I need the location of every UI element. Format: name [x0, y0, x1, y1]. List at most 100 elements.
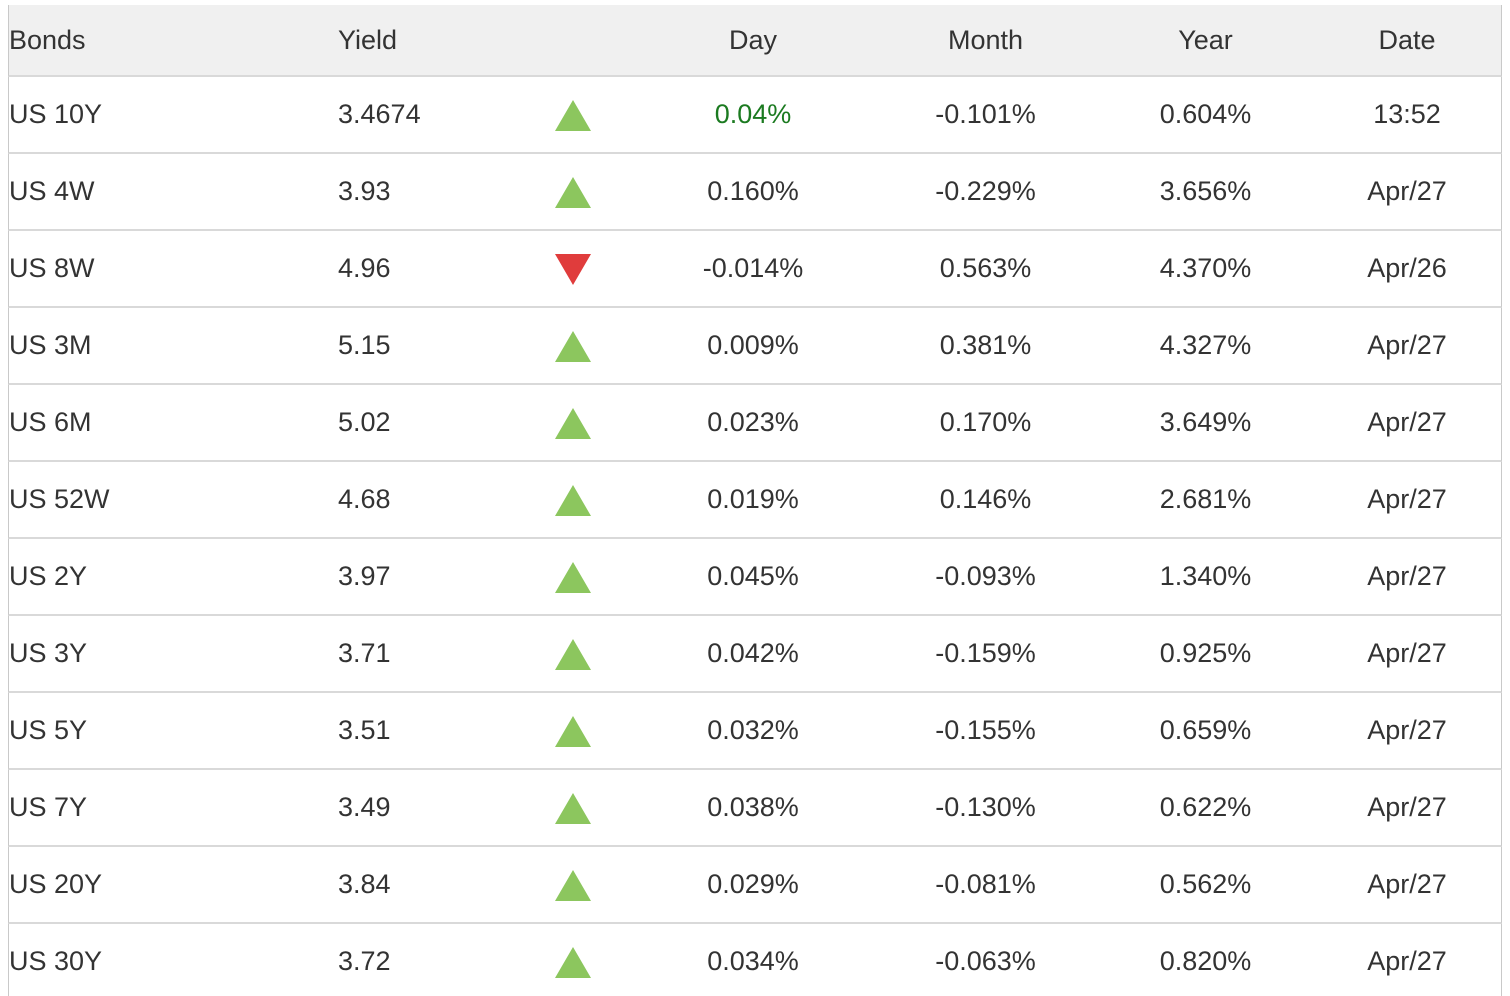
- year-change-cell: 0.562%: [1098, 847, 1313, 924]
- yield-cell: 3.51: [338, 693, 513, 770]
- direction-cell: [513, 77, 633, 154]
- direction-cell: [513, 616, 633, 693]
- up-triangle-icon: [555, 484, 591, 516]
- bond-name-cell[interactable]: US 4W: [8, 154, 338, 231]
- direction-cell: [513, 385, 633, 462]
- date-cell: Apr/27: [1313, 154, 1502, 231]
- bond-name-cell[interactable]: US 30Y: [8, 924, 338, 996]
- yield-cell: 5.02: [338, 385, 513, 462]
- yield-cell: 3.93: [338, 154, 513, 231]
- date-cell: Apr/27: [1313, 539, 1502, 616]
- month-change-cell: 0.381%: [873, 308, 1098, 385]
- date-cell: Apr/27: [1313, 616, 1502, 693]
- direction-cell: [513, 924, 633, 996]
- yield-cell: 3.97: [338, 539, 513, 616]
- day-change-cell: -0.014%: [633, 231, 873, 308]
- date-cell: Apr/27: [1313, 462, 1502, 539]
- month-change-cell: -0.101%: [873, 77, 1098, 154]
- date-cell: Apr/27: [1313, 693, 1502, 770]
- month-change-cell: -0.130%: [873, 770, 1098, 847]
- year-change-cell: 1.340%: [1098, 539, 1313, 616]
- year-change-cell: 4.370%: [1098, 231, 1313, 308]
- up-triangle-icon: [555, 638, 591, 670]
- month-change-cell: -0.093%: [873, 539, 1098, 616]
- month-change-cell: -0.081%: [873, 847, 1098, 924]
- up-triangle-icon: [555, 792, 591, 824]
- up-triangle-icon: [555, 407, 591, 439]
- direction-cell: [513, 693, 633, 770]
- table-row[interactable]: US 30Y 3.72 0.034% -0.063% 0.820% Apr/27: [8, 924, 1502, 996]
- day-change-cell: 0.029%: [633, 847, 873, 924]
- bond-name-cell[interactable]: US 20Y: [8, 847, 338, 924]
- column-header-change: [513, 5, 633, 77]
- day-change-cell: 0.045%: [633, 539, 873, 616]
- up-triangle-icon: [555, 946, 591, 978]
- yield-cell: 3.4674: [338, 77, 513, 154]
- table-row[interactable]: US 5Y 3.51 0.032% -0.155% 0.659% Apr/27: [8, 693, 1502, 770]
- bond-name-cell[interactable]: US 7Y: [8, 770, 338, 847]
- date-cell: 13:52: [1313, 77, 1502, 154]
- date-cell: Apr/27: [1313, 847, 1502, 924]
- date-cell: Apr/27: [1313, 770, 1502, 847]
- column-header-day: Day: [633, 5, 873, 77]
- direction-cell: [513, 539, 633, 616]
- column-header-bonds: Bonds: [8, 5, 338, 77]
- month-change-cell: 0.146%: [873, 462, 1098, 539]
- day-change-cell: 0.042%: [633, 616, 873, 693]
- yield-cell: 3.84: [338, 847, 513, 924]
- up-triangle-icon: [555, 715, 591, 747]
- table-row[interactable]: US 7Y 3.49 0.038% -0.130% 0.622% Apr/27: [8, 770, 1502, 847]
- table-row[interactable]: US 20Y 3.84 0.029% -0.081% 0.562% Apr/27: [8, 847, 1502, 924]
- month-change-cell: -0.063%: [873, 924, 1098, 996]
- bond-name-cell[interactable]: US 5Y: [8, 693, 338, 770]
- bond-name-cell[interactable]: US 8W: [8, 231, 338, 308]
- yield-cell: 3.72: [338, 924, 513, 996]
- header-row: Bonds Yield Day Month Year Date: [8, 5, 1502, 77]
- table-row[interactable]: US 8W 4.96 -0.014% 0.563% 4.370% Apr/26: [8, 231, 1502, 308]
- day-change-cell: 0.009%: [633, 308, 873, 385]
- day-change-cell: 0.034%: [633, 924, 873, 996]
- year-change-cell: 2.681%: [1098, 462, 1313, 539]
- year-change-cell: 0.604%: [1098, 77, 1313, 154]
- up-triangle-icon: [555, 176, 591, 208]
- year-change-cell: 0.622%: [1098, 770, 1313, 847]
- bonds-yields-table: Bonds Yield Day Month Year Date US 10Y 3…: [8, 5, 1502, 996]
- year-change-cell: 0.925%: [1098, 616, 1313, 693]
- table-row[interactable]: US 2Y 3.97 0.045% -0.093% 1.340% Apr/27: [8, 539, 1502, 616]
- table-row[interactable]: US 10Y 3.4674 0.04% -0.101% 0.604% 13:52: [8, 77, 1502, 154]
- yield-cell: 5.15: [338, 308, 513, 385]
- direction-cell: [513, 308, 633, 385]
- day-change-cell: 0.04%: [633, 77, 873, 154]
- table-row[interactable]: US 4W 3.93 0.160% -0.229% 3.656% Apr/27: [8, 154, 1502, 231]
- bond-name-cell[interactable]: US 10Y: [8, 77, 338, 154]
- bond-name-cell[interactable]: US 3M: [8, 308, 338, 385]
- month-change-cell: -0.229%: [873, 154, 1098, 231]
- yield-cell: 3.71: [338, 616, 513, 693]
- month-change-cell: -0.155%: [873, 693, 1098, 770]
- column-header-year: Year: [1098, 5, 1313, 77]
- up-triangle-icon: [555, 561, 591, 593]
- month-change-cell: 0.563%: [873, 231, 1098, 308]
- column-header-month: Month: [873, 5, 1098, 77]
- bond-name-cell[interactable]: US 2Y: [8, 539, 338, 616]
- day-change-cell: 0.032%: [633, 693, 873, 770]
- day-change-cell: 0.038%: [633, 770, 873, 847]
- table-header: Bonds Yield Day Month Year Date: [8, 5, 1502, 77]
- table-row[interactable]: US 3Y 3.71 0.042% -0.159% 0.925% Apr/27: [8, 616, 1502, 693]
- table-row[interactable]: US 6M 5.02 0.023% 0.170% 3.649% Apr/27: [8, 385, 1502, 462]
- month-change-cell: 0.170%: [873, 385, 1098, 462]
- direction-cell: [513, 847, 633, 924]
- table-row[interactable]: US 3M 5.15 0.009% 0.381% 4.327% Apr/27: [8, 308, 1502, 385]
- year-change-cell: 3.656%: [1098, 154, 1313, 231]
- bond-name-cell[interactable]: US 52W: [8, 462, 338, 539]
- year-change-cell: 0.820%: [1098, 924, 1313, 996]
- down-triangle-icon: [555, 253, 591, 285]
- bond-name-cell[interactable]: US 6M: [8, 385, 338, 462]
- column-header-date: Date: [1313, 5, 1502, 77]
- date-cell: Apr/27: [1313, 308, 1502, 385]
- date-cell: Apr/27: [1313, 924, 1502, 996]
- bond-name-cell[interactable]: US 3Y: [8, 616, 338, 693]
- table-row[interactable]: US 52W 4.68 0.019% 0.146% 2.681% Apr/27: [8, 462, 1502, 539]
- date-cell: Apr/26: [1313, 231, 1502, 308]
- year-change-cell: 0.659%: [1098, 693, 1313, 770]
